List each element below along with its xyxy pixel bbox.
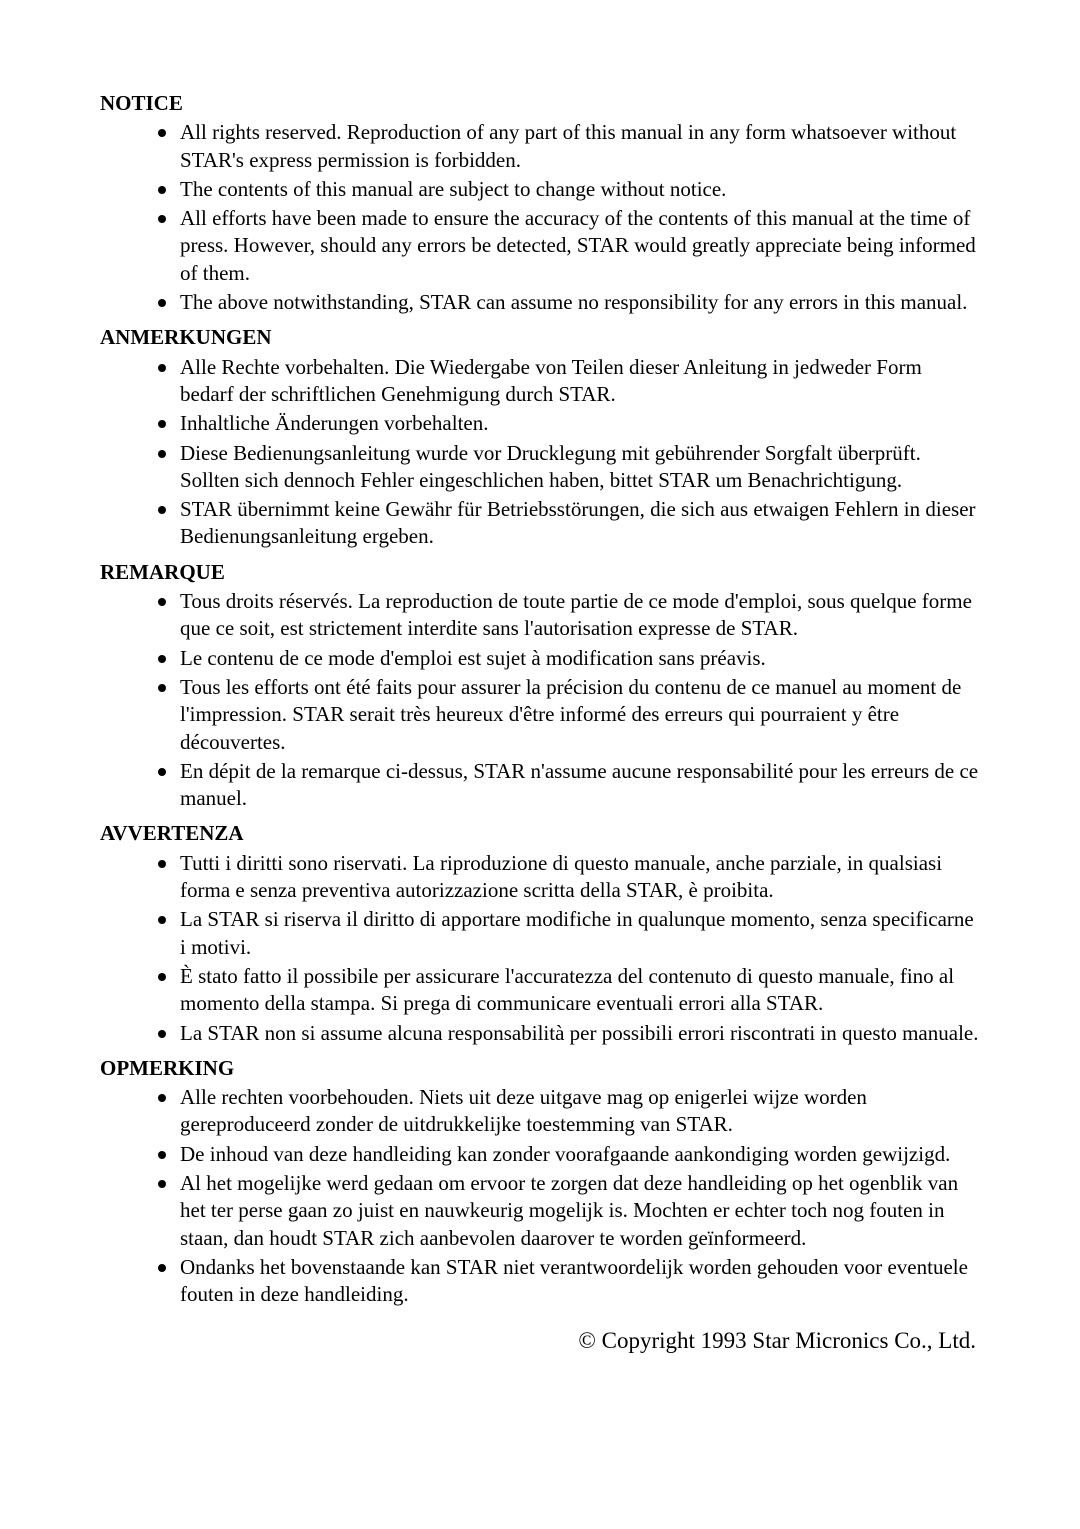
list-item: Tous les efforts ont été faits pour assu… xyxy=(158,674,980,756)
section-heading: NOTICE xyxy=(100,90,980,117)
list-item: Inhaltliche Änderungen vorbehalten. xyxy=(158,410,980,437)
notice-section: AVVERTENZA Tutti i diritti sono riservati… xyxy=(100,820,980,1046)
section-heading: OPMERKING xyxy=(100,1055,980,1082)
list-item: Alle rechten voorbehouden. Niets uit dez… xyxy=(158,1084,980,1139)
copyright-line: © Copyright 1993 Star Micronics Co., Ltd… xyxy=(100,1326,980,1356)
section-list: Tutti i diritti sono riservati. La ripro… xyxy=(100,850,980,1047)
notice-section: NOTICEAll rights reserved. Reproduction … xyxy=(100,90,980,316)
document-body: NOTICEAll rights reserved. Reproduction … xyxy=(100,90,980,1308)
section-list: All rights reserved. Reproduction of any… xyxy=(100,119,980,316)
section-list: Alle rechten voorbehouden. Niets uit dez… xyxy=(100,1084,980,1308)
section-list: Tous droits réservés. La reproduction de… xyxy=(100,588,980,812)
list-item: The above notwithstanding, STAR can assu… xyxy=(158,289,980,316)
list-item: Le contenu de ce mode d'emploi est sujet… xyxy=(158,645,980,672)
list-item: All efforts have been made to ensure the… xyxy=(158,205,980,287)
list-item: Tutti i diritti sono riservati. La ripro… xyxy=(158,850,980,905)
list-item: Ondanks het bovenstaande kan STAR niet v… xyxy=(158,1254,980,1309)
list-item: La STAR non si assume alcuna responsabil… xyxy=(158,1020,980,1047)
list-item: De inhoud van deze handleiding kan zonde… xyxy=(158,1141,980,1168)
list-item: STAR übernimmt keine Gewähr für Betriebs… xyxy=(158,496,980,551)
notice-section: OPMERKINGAlle rechten voorbehouden. Niet… xyxy=(100,1055,980,1309)
list-item: En dépit de la remarque ci-dessus, STAR … xyxy=(158,758,980,813)
list-item: All rights reserved. Reproduction of any… xyxy=(158,119,980,174)
list-item: Diese Bedienungsanleitung wurde vor Druc… xyxy=(158,440,980,495)
list-item: Alle Rechte vorbehalten. Die Wiedergabe … xyxy=(158,354,980,409)
section-heading: AVVERTENZA xyxy=(100,820,980,847)
section-list: Alle Rechte vorbehalten. Die Wiedergabe … xyxy=(100,354,980,551)
notice-section: ANMERKUNGEN Alle Rechte vorbehalten. Die … xyxy=(100,324,980,550)
section-heading: REMARQUE xyxy=(100,559,980,586)
notice-section: REMARQUETous droits réservés. La reprodu… xyxy=(100,559,980,813)
list-item: Al het mogelijke werd gedaan om ervoor t… xyxy=(158,1170,980,1252)
section-heading: ANMERKUNGEN xyxy=(100,324,980,351)
list-item: La STAR si riserva il diritto di apporta… xyxy=(158,906,980,961)
list-item: Tous droits réservés. La reproduction de… xyxy=(158,588,980,643)
list-item: The contents of this manual are subject … xyxy=(158,176,980,203)
list-item: È stato fatto il possibile per assicurar… xyxy=(158,963,980,1018)
